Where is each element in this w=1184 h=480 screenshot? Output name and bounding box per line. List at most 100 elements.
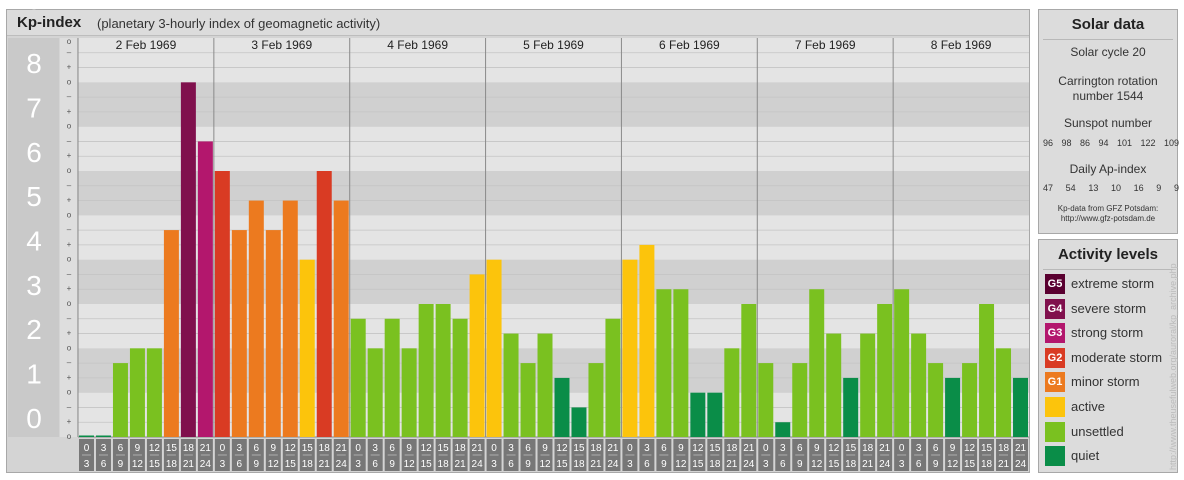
y-minor-label: – [67,225,72,234]
hour-end-label: 12 [268,459,280,470]
hour-end-label: 6 [916,459,922,470]
hour-end-label: 3 [84,459,90,470]
sunspot-value: 101 [1116,138,1132,148]
hour-start-label: 0 [220,443,226,454]
hour-end-label: 21 [183,459,195,470]
hour-end-label: 9 [254,459,260,470]
y-minor-label: o [67,343,72,352]
hour-start-label: 21 [743,443,755,454]
day-label: 8 Feb 1969 [931,38,992,52]
hour-start-label: 6 [118,443,124,454]
solar-data-panel: Solar data Solar cycle 20 Carrington rot… [1038,9,1179,234]
kp-bar [571,407,587,437]
hour-start-label: 3 [644,443,650,454]
kp-bar [384,318,400,437]
solar-cycle: Solar cycle 20 [1070,45,1146,59]
hour-end-label: 24 [743,459,755,470]
hour-start-label: 15 [981,443,993,454]
grid-band [78,38,1029,83]
hour-start-label: 12 [556,443,568,454]
hour-end-label: 6 [101,459,107,470]
hour-start-label: 12 [828,443,840,454]
legend-label: unsettled [1071,423,1124,439]
y-tick-label: 8 [26,48,42,79]
hour-end-label: 15 [149,459,161,470]
y-minor-label: o [67,299,72,308]
hour-start-label: 15 [709,443,721,454]
hour-end-label: 21 [590,459,602,470]
legend-swatch: G4 [1045,298,1065,319]
hour-end-label: 21 [455,459,467,470]
hour-end-label: 15 [964,459,976,470]
kp-bar [503,333,519,437]
kp-bar [979,304,995,437]
y-minor-label: + [67,284,72,293]
ap-value: 16 [1133,183,1144,193]
kp-bar [605,318,621,437]
hour-end-label: 21 [726,459,738,470]
kp-bar [894,289,910,437]
legend-swatch: G1 [1045,372,1065,393]
kp-bar [367,348,383,437]
day-label: 7 Feb 1969 [795,38,856,52]
source-note: Kp-data from GFZ Potsdam: [1057,204,1159,213]
y-tick-label: 0 [26,403,42,434]
hour-end-label: 21 [319,459,331,470]
kp-bar [418,304,434,437]
kp-bar [911,333,927,437]
chart-title-bar: Kp-index (planetary 3-hourly index of ge… [7,10,1029,36]
hour-start-label: 0 [899,443,905,454]
y-minor-label: + [67,196,72,205]
hour-start-label: 0 [763,443,769,454]
hour-end-label: 6 [372,459,378,470]
y-minor-label: – [67,48,72,57]
hour-end-label: 21 [862,459,874,470]
hour-start-label: 6 [661,443,667,454]
hour-start-label: 9 [406,443,412,454]
kp-bar [231,230,247,437]
kp-bar [1013,377,1028,437]
kp-bar [860,333,876,437]
source-url[interactable]: http://www.gfz-potsdam.de [1060,214,1156,223]
hour-end-label: 24 [336,459,348,470]
kp-bar [826,333,842,437]
y-minor-label: + [67,240,72,249]
hour-end-label: 12 [947,459,959,470]
hour-start-label: 6 [797,443,803,454]
hour-start-label: 3 [372,443,378,454]
kp-bar [435,304,451,437]
kp-bar [248,200,264,437]
kp-bar [673,289,689,437]
kp-bar [622,259,638,437]
legend-swatch [1045,421,1065,442]
kp-bar [775,422,791,437]
hour-start-label: 15 [845,443,857,454]
kp-bar [265,230,281,437]
kp-bar [537,333,553,437]
kp-bar [843,377,859,437]
chart-title: Kp-index [17,14,82,31]
legend-label: minor storm [1071,374,1140,390]
legend-label: quiet [1071,448,1100,464]
legend-label: active [1071,399,1105,414]
solar-data-title: Solar data [1071,16,1145,33]
legend-swatch: G5 [1045,274,1065,294]
kp-bar [656,289,672,437]
kp-bar [197,141,213,437]
y-minor-label: + [67,63,72,72]
hour-end-label: 18 [573,459,585,470]
y-minor-label: + [67,329,72,338]
hour-start-label: 9 [950,443,956,454]
kp-bar [792,363,808,437]
minor-axis-area [60,38,77,437]
y-minor-label: – [67,402,72,411]
hour-start-label: 18 [998,443,1010,454]
y-minor-label: + [67,373,72,382]
watermark: http://www.theusefulweb.org/auroral/kp_a… [1168,263,1178,470]
y-minor-label: o [67,77,72,86]
y-tick-label: 1 [26,359,42,390]
hour-start-label: 9 [135,443,141,454]
hour-end-label: 12 [132,459,144,470]
y-minor-label: – [67,181,72,190]
